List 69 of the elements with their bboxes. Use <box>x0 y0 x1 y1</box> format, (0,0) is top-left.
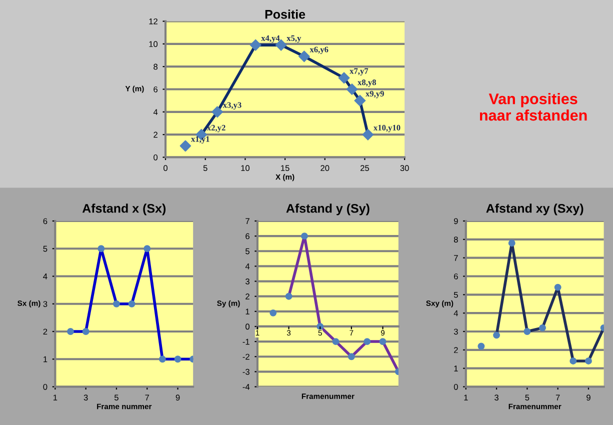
y-tick-label: 6 <box>154 86 158 92</box>
y-tick-label: 4 <box>245 263 250 270</box>
x-tick-label: 5 <box>203 165 208 172</box>
y-tick-label: 0 <box>154 154 158 160</box>
annotation: x10,y10 <box>374 124 400 132</box>
chart-title: Positie <box>265 10 306 19</box>
y-tick-label: 6 <box>454 273 458 280</box>
y-tick-label: 0 <box>454 384 458 390</box>
x-tick-label: 0 <box>164 165 168 172</box>
x-tick-label: 1 <box>464 394 468 400</box>
y-tick-label: 5 <box>454 292 458 298</box>
chart-title: Afstand y (Sy) <box>286 204 370 216</box>
y-tick-label: 4 <box>153 109 158 115</box>
annotation: x1,y1 <box>191 136 210 144</box>
y-tick-label: 1 <box>454 366 458 372</box>
y-tick-label: 5 <box>43 246 48 252</box>
y-tick-label: 0 <box>246 324 250 330</box>
y-tick-label: -3 <box>242 368 250 375</box>
y-tick-label: 8 <box>454 236 458 243</box>
y-tick-label: 2 <box>43 328 48 335</box>
y-tick-label: 1 <box>246 308 250 314</box>
y-tick-label: 7 <box>454 255 458 261</box>
annotation: x7,y7 <box>350 68 368 76</box>
y-tick-label: 4 <box>454 310 458 316</box>
x-tick-label: 20 <box>320 165 330 172</box>
y-tick-label: 2 <box>154 132 158 138</box>
x-tick-label: 15 <box>281 165 290 172</box>
x-tick-label: 30 <box>400 165 409 172</box>
y-tick-label: 4 <box>43 274 48 280</box>
y-tick-label: 3 <box>43 301 48 307</box>
x-tick-label: 7 <box>556 394 560 400</box>
x-tick-label: 1 <box>53 394 58 400</box>
y-tick-label: 1 <box>44 356 48 362</box>
y-tick-label: 12 <box>149 18 158 24</box>
y-tick-label: 6 <box>43 218 48 224</box>
text: Van posities naar afstanden <box>480 93 587 121</box>
y-tick-label: 0 <box>43 384 48 390</box>
y-tick-label: 8 <box>154 64 158 70</box>
x-tick-label: 3 <box>84 394 88 401</box>
x-tick-label: 9 <box>176 394 180 401</box>
annotation: x2,y2 <box>206 124 226 132</box>
annotation: x5,y <box>286 35 302 43</box>
x-tick-label: 9 <box>586 394 590 401</box>
x-tick-label: 5 <box>114 394 118 401</box>
y-tick-label: 10 <box>149 41 158 48</box>
point <box>478 342 485 350</box>
point <box>270 309 277 316</box>
y-tick-label: 2 <box>454 347 458 353</box>
y-tick-label: 6 <box>246 233 250 240</box>
x-tick-label: 3 <box>494 394 498 401</box>
annotation: x9,y9 <box>366 90 384 98</box>
y-tick-label: 3 <box>246 278 250 284</box>
y-tick-label: 5 <box>246 248 250 254</box>
y-tick-label: -2 <box>242 354 250 360</box>
point <box>180 140 192 152</box>
annotation: x6,y6 <box>310 46 328 54</box>
x-tick-label: 5 <box>525 394 530 401</box>
annotation: x3,y3 <box>222 102 242 110</box>
y-tick-label: -4 <box>242 384 250 390</box>
chart-title: Afstand xy (Sxy) <box>486 204 584 216</box>
annotation: x8,y8 <box>358 80 376 87</box>
x-tick-label: 7 <box>145 394 150 400</box>
y-tick-label: 9 <box>454 218 458 224</box>
annotation: x4,y4 <box>261 35 280 43</box>
chart-title: Afstand x (Sx) <box>82 204 166 216</box>
y-tick-label: -1 <box>242 338 250 345</box>
y-tick-label: 7 <box>246 218 250 224</box>
x-tick-label: 25 <box>360 165 370 172</box>
y-tick-label: 2 <box>246 294 250 300</box>
